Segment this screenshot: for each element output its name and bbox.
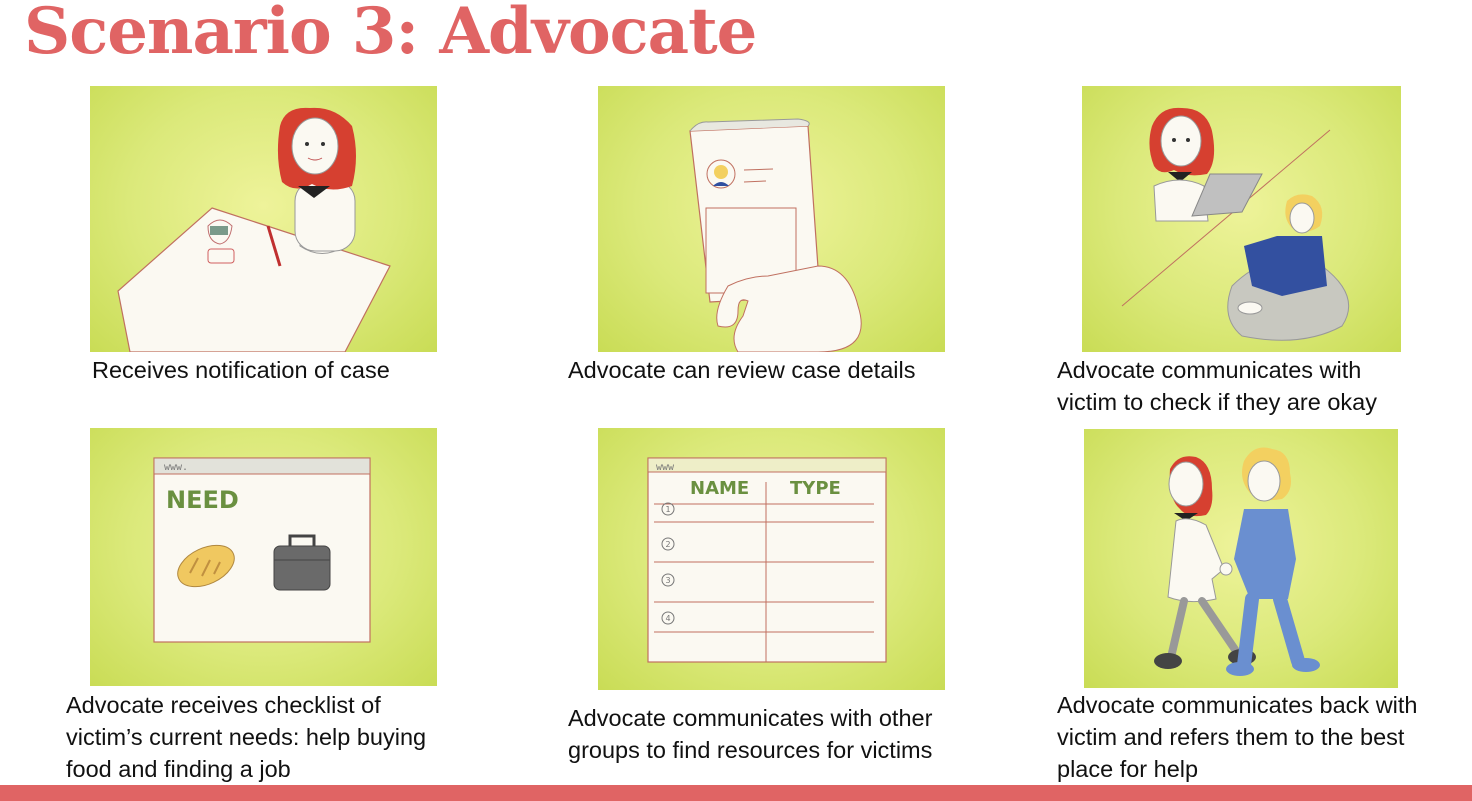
panel-4-caption: Advocate receives checklist of victim’s … — [66, 692, 427, 782]
panel-1-caption: Receives notification of case — [92, 357, 390, 383]
panel-2-illustration — [598, 86, 945, 352]
panel-5-illustration: www NAME TYPE 1 2 3 4 — [598, 428, 945, 690]
row-number-4: 4 — [665, 614, 670, 623]
need-heading: NEED — [166, 486, 239, 514]
browser-url-text: www — [656, 462, 675, 473]
bread-icon — [177, 544, 235, 588]
row-number-2: 2 — [665, 540, 670, 549]
panel-3-caption: Advocate communicates with victim to che… — [1057, 357, 1377, 415]
panel-2-caption: Advocate can review case details — [568, 357, 916, 383]
type-column-header: TYPE — [790, 478, 841, 499]
page-title: Scenario 3: Advocate — [24, 0, 757, 69]
footer-accent-bar — [0, 785, 1472, 801]
browser-url-text: www. — [164, 462, 188, 473]
panel-3-illustration — [1082, 86, 1401, 352]
panel-6-illustration — [1084, 429, 1398, 688]
panel-1-illustration — [90, 86, 437, 352]
panel-5-caption: Advocate communicates with other groups … — [568, 705, 933, 763]
panel-4-illustration: www. NEED — [90, 428, 437, 686]
panel-6-caption: Advocate communicates back with victim a… — [1057, 692, 1418, 782]
row-number-3: 3 — [665, 576, 670, 585]
briefcase-icon — [273, 534, 331, 591]
name-column-header: NAME — [690, 478, 749, 499]
row-number-1: 1 — [665, 505, 670, 514]
